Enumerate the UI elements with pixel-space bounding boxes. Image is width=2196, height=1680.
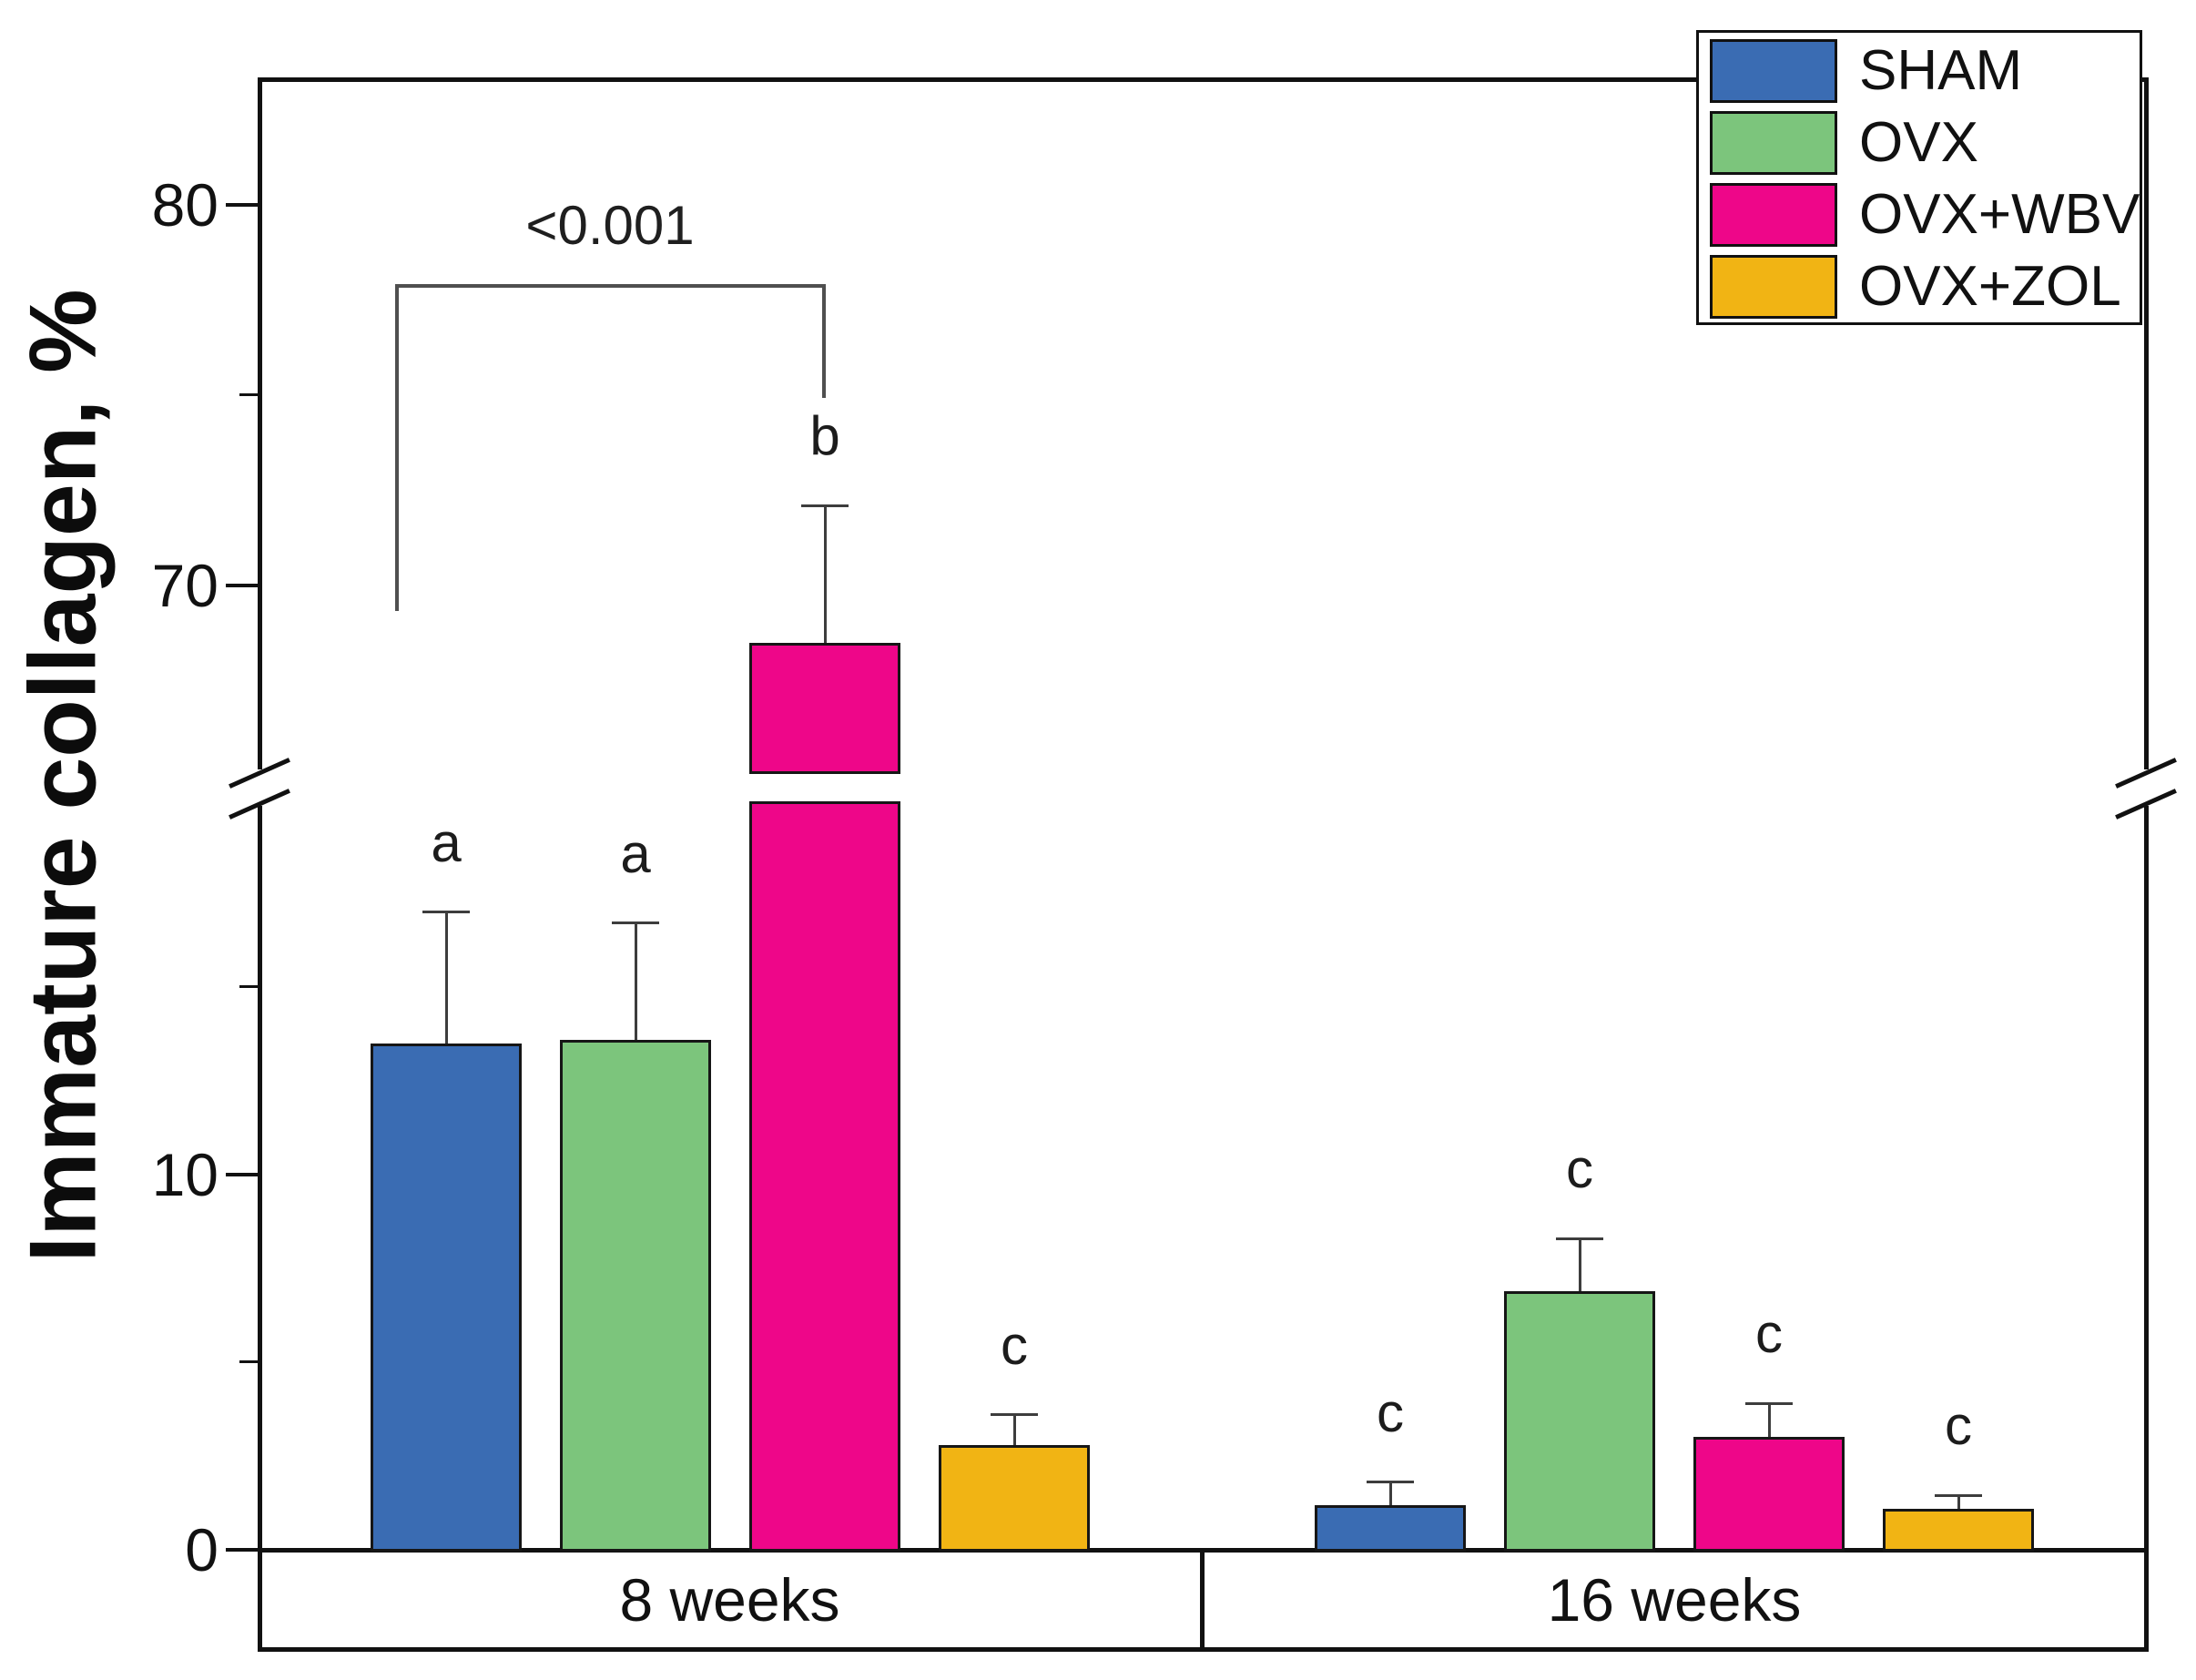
bar-sham-8-weeks <box>371 1043 522 1552</box>
legend-swatch-ovx-wbv <box>1710 183 1837 247</box>
error-bar-ovx-zol-16-weeks <box>1957 1495 1960 1509</box>
group-label: 8 weeks <box>619 1566 840 1634</box>
legend-label-ovx-wbv: OVX+WBV <box>1859 183 2140 246</box>
legend-swatch-ovx <box>1710 111 1837 175</box>
legend-swatch-sham <box>1710 39 1837 103</box>
group-label: 16 weeks <box>1547 1566 1802 1634</box>
error-bar-sham-16-weeks <box>1388 1481 1392 1505</box>
legend-swatch-ovx-zol <box>1710 255 1837 319</box>
y-axis-tick-label: 0 <box>185 1516 219 1583</box>
significance-letter-sham-8-weeks: a <box>431 811 462 873</box>
significance-bracket-right-leg <box>822 284 826 398</box>
y-axis-title: Immature collagen, % <box>10 289 117 1263</box>
y-axis-major-tick <box>226 1548 258 1552</box>
significance-letter-ovx-zol-8-weeks: c <box>1001 1314 1028 1376</box>
plot-border-right-lower <box>2144 806 2149 1651</box>
error-bar-ovx-wbv-8-weeks <box>823 505 827 643</box>
y-axis-minor-tick <box>239 985 258 988</box>
bar-ovx-zol-8-weeks <box>939 1444 1090 1552</box>
bar-ovx-zol-16-weeks <box>1883 1508 2034 1552</box>
error-bar-cap-ovx-wbv-8-weeks <box>801 504 849 507</box>
plot-border-top <box>258 77 2149 82</box>
legend-label-ovx: OVX <box>1859 111 1978 174</box>
bar-ovx-wbv-16-weeks <box>1693 1437 1845 1552</box>
error-bar-ovx-8-weeks <box>634 922 637 1040</box>
error-bar-cap-ovx-zol-16-weeks <box>1935 1493 1982 1497</box>
bar-ovx-8-weeks <box>560 1039 711 1552</box>
y-axis-major-tick <box>226 1173 258 1176</box>
significance-letter-ovx-8-weeks: a <box>620 822 651 884</box>
significance-letter-ovx-zol-16-weeks: c <box>1945 1395 1972 1457</box>
significance-bracket-top <box>395 284 826 288</box>
significance-letter-ovx-wbv-16-weeks: c <box>1755 1303 1783 1365</box>
legend-label-ovx-zol: OVX+ZOL <box>1859 255 2121 318</box>
error-bar-ovx-16-weeks <box>1578 1238 1581 1291</box>
error-bar-ovx-wbv-16-weeks <box>1767 1403 1771 1438</box>
error-bar-cap-sham-16-weeks <box>1367 1481 1414 1484</box>
bar-ovx-wbv-8-weeks-lower <box>749 801 900 1552</box>
error-bar-cap-ovx-8-weeks <box>612 921 659 925</box>
error-bar-cap-ovx-16-weeks <box>1556 1237 1603 1240</box>
error-bar-sham-8-weeks <box>444 911 448 1044</box>
significance-letter-ovx-wbv-8-weeks: b <box>809 405 840 467</box>
y-axis-major-tick <box>226 203 258 207</box>
legend-label-sham: SHAM <box>1859 39 2023 102</box>
significance-bracket-left-leg <box>395 284 399 611</box>
bar-sham-16-weeks <box>1315 1504 1466 1552</box>
y-axis-line-lower <box>258 806 262 1651</box>
bar-ovx-16-weeks <box>1504 1290 1655 1552</box>
significance-letter-sham-16-weeks: c <box>1377 1381 1404 1443</box>
bar-ovx-wbv-8-weeks <box>749 642 900 774</box>
y-axis-tick-label: 80 <box>151 171 219 239</box>
error-bar-cap-ovx-wbv-16-weeks <box>1745 1401 1793 1405</box>
error-bar-ovx-zol-8-weeks <box>1012 1414 1016 1445</box>
band-divider <box>1200 1548 1205 1651</box>
band-bottom <box>258 1647 2149 1652</box>
y-axis-tick-label: 70 <box>151 552 219 619</box>
plot-border-right-upper <box>2144 77 2149 769</box>
significance-letter-ovx-16-weeks: c <box>1566 1138 1593 1200</box>
y-axis-tick-label: 10 <box>151 1141 219 1208</box>
error-bar-cap-sham-8-weeks <box>422 911 470 914</box>
y-axis-major-tick <box>226 584 258 587</box>
y-axis-minor-tick <box>239 1360 258 1363</box>
y-axis-line-upper <box>258 77 262 769</box>
p-value-label: <0.001 <box>525 195 695 256</box>
error-bar-cap-ovx-zol-8-weeks <box>991 1413 1038 1417</box>
y-axis-minor-tick <box>239 393 258 396</box>
